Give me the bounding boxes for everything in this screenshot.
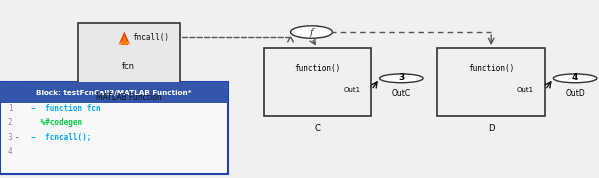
Text: C: C [314, 124, 320, 133]
Text: −  fcncall();: − fcncall(); [22, 133, 91, 142]
Text: OutC: OutC [392, 90, 411, 98]
Text: 3: 3 [8, 133, 13, 142]
Text: 4: 4 [572, 74, 578, 82]
FancyBboxPatch shape [78, 23, 180, 85]
FancyBboxPatch shape [0, 82, 228, 103]
Text: function(): function() [468, 64, 515, 73]
Text: %#codegen: %#codegen [22, 118, 81, 127]
Text: 2: 2 [8, 118, 13, 127]
Ellipse shape [380, 74, 423, 83]
Text: MATLAB Function: MATLAB Function [96, 93, 162, 102]
Circle shape [291, 26, 332, 38]
Text: function(): function() [294, 64, 341, 73]
Text: Block: testFcnCall3/MATLAB Function*: Block: testFcnCall3/MATLAB Function* [36, 90, 192, 96]
Ellipse shape [553, 74, 597, 83]
Text: 3: 3 [398, 74, 404, 82]
Text: Out1: Out1 [343, 87, 361, 93]
FancyBboxPatch shape [437, 48, 545, 116]
Text: 1: 1 [8, 104, 13, 113]
Text: -: - [15, 133, 20, 142]
Text: D: D [488, 124, 494, 133]
Polygon shape [119, 32, 131, 45]
FancyBboxPatch shape [264, 48, 371, 116]
Text: 4: 4 [8, 147, 13, 156]
Text: Out1: Out1 [517, 87, 534, 93]
Text: fncall(): fncall() [133, 33, 170, 42]
Text: fcn: fcn [122, 62, 135, 71]
Text: OutD: OutD [565, 90, 585, 98]
Text: f: f [310, 28, 313, 36]
Polygon shape [120, 35, 129, 45]
Text: −  function fcn: − function fcn [22, 104, 100, 113]
FancyBboxPatch shape [0, 82, 228, 174]
